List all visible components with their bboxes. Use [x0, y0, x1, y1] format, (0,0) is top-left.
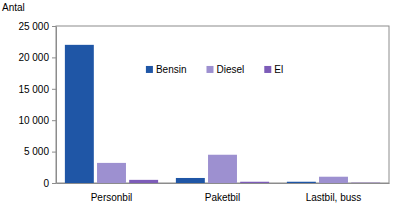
chart: 05 00010 00015 00020 00025 000PersonbilP…: [0, 0, 393, 211]
legend-swatch: [146, 66, 153, 73]
legend-item: Bensin: [146, 64, 187, 75]
bar: [319, 177, 348, 183]
legend-item: El: [264, 64, 283, 75]
y-axis: 0 5 000 10 000 15 000 20 000 25 000: [18, 21, 56, 189]
y-tick-mark: [52, 57, 56, 58]
legend-label: Diesel: [216, 64, 244, 75]
bar: [287, 182, 316, 183]
legend-label: El: [274, 64, 283, 75]
bar: [208, 155, 237, 183]
x-tick-label: Personbil: [91, 192, 133, 203]
bar-series: [97, 155, 348, 183]
bar: [65, 45, 94, 183]
y-tick-mark: [52, 183, 56, 184]
bar-series: [65, 45, 316, 183]
bar-series: [129, 180, 380, 183]
bars: [65, 45, 380, 183]
y-tick: 25 000: [18, 21, 56, 32]
y-tick: 10 000: [18, 115, 56, 126]
x-tick: Lastbil, buss: [306, 183, 362, 203]
plot-frame: [56, 26, 389, 183]
x-axis: Personbil Paketbil Lastbil, buss: [57, 183, 390, 203]
bar: [129, 180, 158, 183]
y-tick-mark: [52, 26, 56, 27]
legend: Bensin Diesel El: [146, 64, 283, 75]
x-tick-label: Paketbil: [205, 192, 241, 203]
x-tick: Paketbil: [205, 183, 241, 203]
y-axis-title: Antal: [2, 2, 25, 13]
y-tick-label: 20 000: [18, 52, 49, 63]
y-tick-mark: [52, 152, 56, 153]
x-axis-line: [57, 183, 390, 184]
plot: 05 00010 00015 00020 00025 000PersonbilP…: [18, 21, 389, 203]
y-tick-label: 15 000: [18, 84, 49, 95]
legend-swatch: [264, 66, 271, 73]
bar: [240, 182, 269, 183]
y-tick: 0: [43, 178, 56, 189]
legend-swatch: [206, 66, 213, 73]
y-tick-label: 25 000: [18, 21, 49, 32]
x-tick: Personbil: [91, 183, 133, 203]
x-tick-label: Lastbil, buss: [306, 192, 362, 203]
y-tick: 15 000: [18, 84, 56, 95]
y-tick-mark: [52, 89, 56, 90]
bar: [97, 163, 126, 183]
legend-item: Diesel: [206, 64, 244, 75]
legend-label: Bensin: [156, 64, 187, 75]
y-tick: 20 000: [18, 52, 56, 63]
y-tick-label: 5 000: [24, 146, 49, 157]
y-tick-label: 0: [43, 178, 49, 189]
y-tick: 5 000: [24, 146, 56, 157]
bar: [351, 182, 380, 183]
y-tick-label: 10 000: [18, 115, 49, 126]
bar: [176, 178, 205, 183]
y-tick-mark: [52, 120, 56, 121]
y-axis-line: [56, 27, 57, 184]
